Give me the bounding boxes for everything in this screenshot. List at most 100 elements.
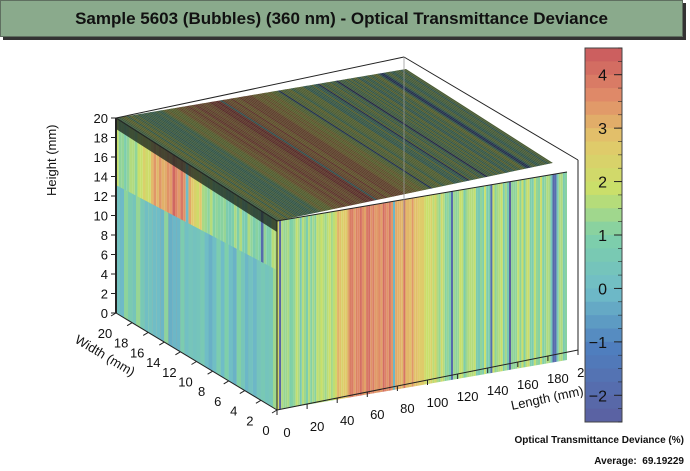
top-stripe <box>167 108 331 213</box>
top-stripe <box>132 114 296 219</box>
colorbar-tick-label: 4 <box>598 68 607 85</box>
y-tick <box>255 399 262 404</box>
colorbar-bin <box>585 221 622 236</box>
top-stripe <box>312 84 476 188</box>
top-stripe <box>403 69 567 173</box>
front-stripe <box>289 218 292 408</box>
colorbar-bin <box>585 48 622 62</box>
x-tick-label: 120 <box>457 389 479 404</box>
z-tick-label: 18 <box>94 131 108 146</box>
top-stripe <box>217 100 381 204</box>
front-stripe <box>513 180 516 371</box>
floor-stripe <box>236 248 241 389</box>
front-stripe <box>498 183 501 373</box>
y-tick-label: 18 <box>114 336 128 351</box>
top-stripe <box>304 85 468 190</box>
top-stripe <box>161 109 325 214</box>
front-stripe <box>388 201 391 392</box>
colorbar-bin <box>585 248 622 263</box>
floor-stripe <box>120 187 125 318</box>
top-stripe <box>261 93 425 197</box>
y-tick <box>191 361 197 365</box>
y-tick-label: 12 <box>162 365 176 380</box>
top-face <box>116 69 567 221</box>
front-stripe <box>531 177 534 367</box>
colorbar-bin <box>585 194 622 209</box>
top-stripe <box>389 71 553 175</box>
front-stripe <box>339 210 342 400</box>
front-stripe <box>372 204 375 394</box>
floor-stripe <box>264 263 269 406</box>
y-tick-label: 20 <box>98 326 112 341</box>
top-stripe <box>377 73 541 177</box>
top-stripe <box>238 97 402 201</box>
x-tick-label: 40 <box>340 413 354 428</box>
colorbar: 4 3 2 1 0 −1 −2 <box>584 47 623 423</box>
colorbar-bin <box>585 315 622 329</box>
front-stripe <box>494 183 497 374</box>
front-stripe <box>548 174 551 365</box>
top-stripe <box>118 117 282 221</box>
top-stripe <box>244 95 408 200</box>
front-stripe <box>314 214 317 404</box>
top-stripe <box>126 115 290 220</box>
front-stripe <box>330 211 333 401</box>
front-stripe <box>517 180 520 370</box>
top-stripe <box>242 96 406 200</box>
colorbar-bin <box>585 168 622 183</box>
colorbar-bin <box>585 368 622 383</box>
top-stripe <box>306 85 470 189</box>
top-stripe <box>370 74 534 178</box>
front-stripe <box>467 188 470 378</box>
floor-stripe <box>188 223 193 360</box>
front-stripe <box>444 192 447 382</box>
front-stripe <box>357 207 360 397</box>
front-stripe <box>453 190 456 381</box>
top-stripe <box>364 75 528 179</box>
front-stripe <box>496 183 499 373</box>
top-stripe <box>316 83 480 188</box>
top-stripe <box>147 112 311 216</box>
top-stripe <box>142 113 306 217</box>
top-stripe <box>343 79 507 183</box>
top-stripe <box>196 104 360 208</box>
top-stripe <box>341 79 505 183</box>
top-stripe <box>383 72 547 176</box>
front-stripe <box>277 220 280 410</box>
colorbar-bin <box>585 141 622 156</box>
top-stripe <box>184 106 348 210</box>
top-stripe <box>229 98 393 202</box>
front-stripe <box>509 181 512 371</box>
front-stripe <box>538 176 541 366</box>
colorbar-tick-label: 0 <box>598 281 607 298</box>
colorbar-bin <box>585 74 622 89</box>
floor-stripe <box>132 193 137 326</box>
top-stripe <box>302 86 466 190</box>
y-tick-label: 6 <box>214 394 221 409</box>
y-tick <box>159 341 165 346</box>
top-stripe <box>362 76 526 180</box>
front-stripe <box>376 203 379 394</box>
top-stripe <box>296 87 460 191</box>
floor-stripe <box>208 233 213 372</box>
z-tick-label: 8 <box>101 228 108 243</box>
front-stripe <box>343 209 346 399</box>
top-stripe <box>265 92 429 196</box>
colorbar-bin <box>585 355 622 370</box>
front-stripe <box>361 206 364 396</box>
front-stripe <box>533 177 536 367</box>
y-tick <box>110 312 117 317</box>
top-stripe <box>134 114 298 218</box>
front-stripe <box>523 179 526 369</box>
top-stripe <box>207 102 371 206</box>
front-stripe <box>328 211 331 402</box>
front-stripe <box>480 186 483 376</box>
top-stripe <box>308 85 472 189</box>
front-stripe <box>359 206 362 396</box>
z-axis-label: Height (mm) <box>44 124 59 196</box>
front-stripe <box>295 217 298 407</box>
front-stripe <box>459 189 462 380</box>
top-stripe <box>358 76 522 181</box>
top-stripe <box>211 101 375 205</box>
top-stripe <box>149 112 313 216</box>
